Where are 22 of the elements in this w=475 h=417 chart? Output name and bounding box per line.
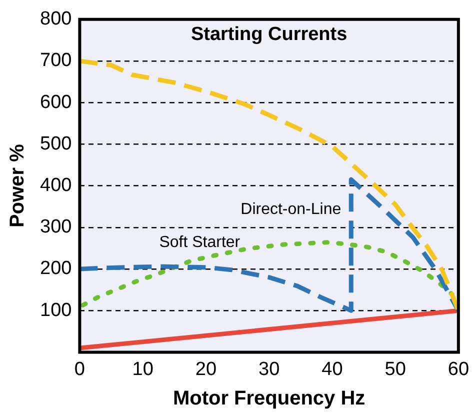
y-axis-title: Power %: [6, 144, 29, 228]
series-label: Soft Starter: [159, 234, 241, 251]
x-tick-label: 20: [195, 358, 217, 380]
x-tick-label: 50: [384, 358, 406, 380]
y-tick-label: 600: [40, 92, 72, 113]
x-axis-title: Motor Frequency Hz: [172, 388, 366, 410]
x-tick-label: 10: [132, 358, 154, 380]
y-tick-label: 400: [40, 175, 72, 196]
y-tick-label: 500: [40, 133, 72, 154]
x-tick-label: 0: [74, 358, 85, 380]
chart-title: Starting Currents: [190, 24, 348, 46]
series-label: Direct-on-Line: [240, 200, 342, 218]
y-tick-label: 700: [40, 50, 72, 72]
line-series: [80, 58, 458, 313]
y-tick-label: 300: [40, 216, 72, 238]
x-tick-label: 40: [322, 358, 343, 380]
line-series: [80, 177, 458, 313]
y-tick-label: 800: [40, 8, 72, 30]
x-tick-label: 30: [258, 358, 280, 380]
y-tick-label: 200: [40, 258, 72, 280]
y-tick-label: 100: [40, 300, 72, 321]
x-tick-label: 60: [448, 358, 470, 380]
